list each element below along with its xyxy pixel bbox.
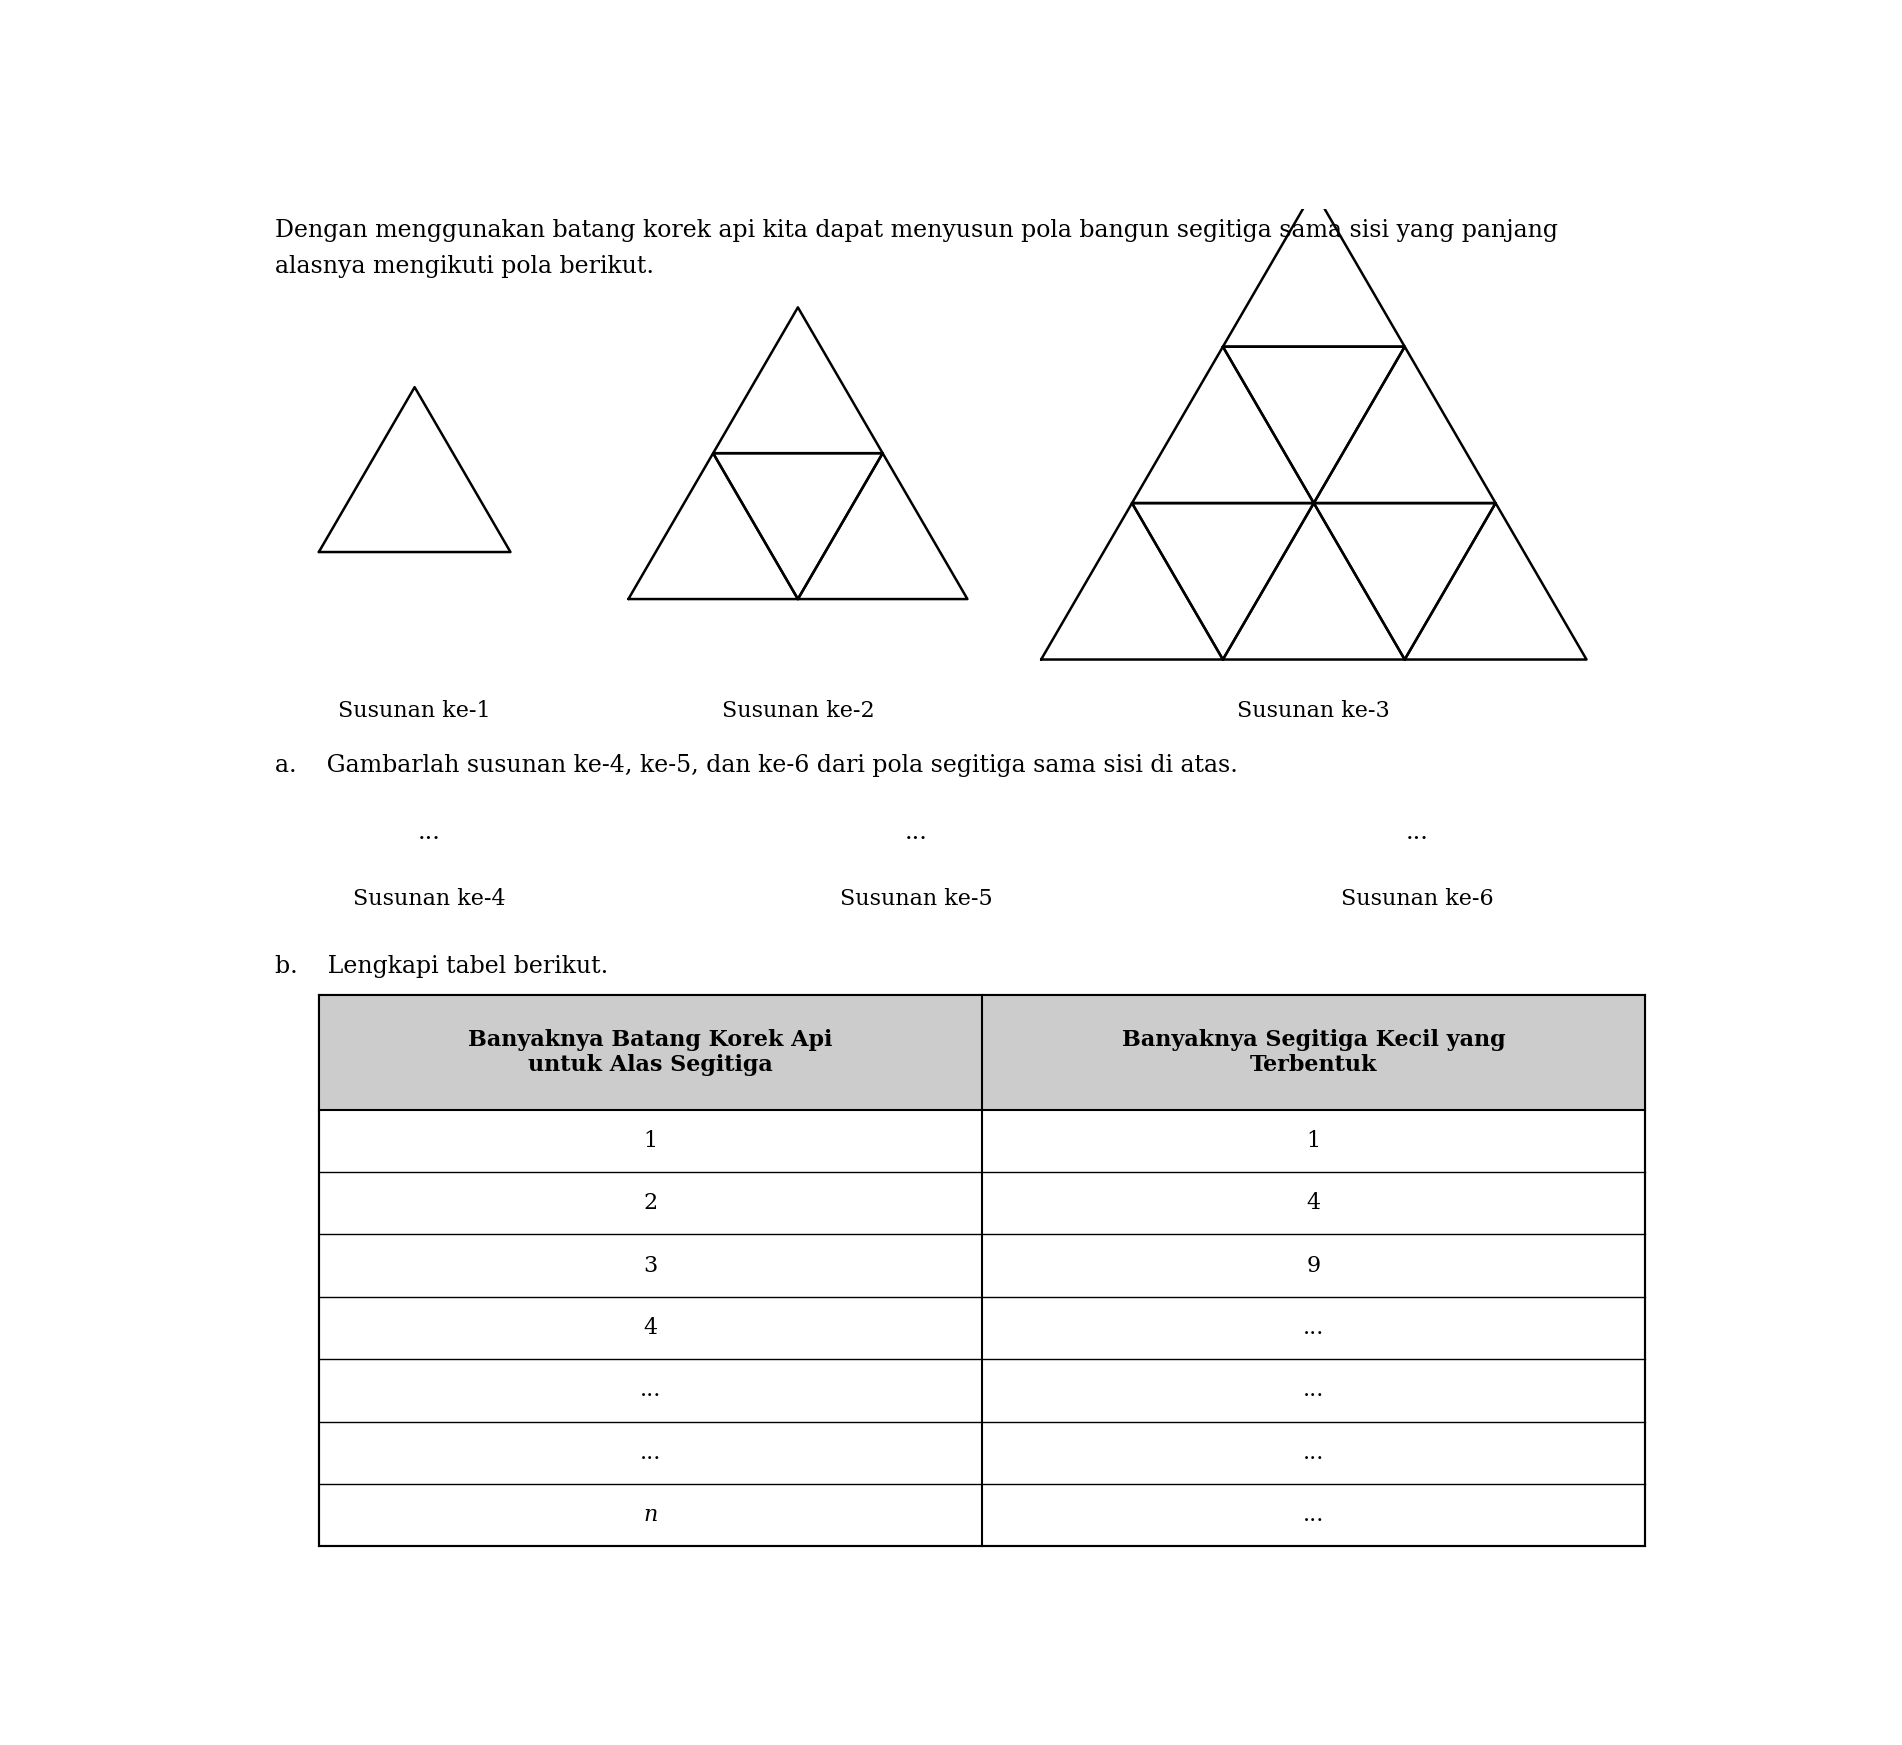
Bar: [981, 995, 1645, 1110]
Text: ...: ...: [1406, 820, 1428, 845]
Text: 1: 1: [1307, 1129, 1320, 1152]
Text: ...: ...: [1303, 1317, 1324, 1338]
Text: ...: ...: [639, 1441, 662, 1464]
Text: Susunan ke-3: Susunan ke-3: [1238, 700, 1390, 722]
Text: ...: ...: [1303, 1379, 1324, 1401]
Text: Susunan ke-2: Susunan ke-2: [721, 700, 875, 722]
Text: 1: 1: [643, 1129, 658, 1152]
Text: ...: ...: [639, 1379, 662, 1401]
Text: 9: 9: [1307, 1255, 1320, 1277]
Text: a.    Gambarlah susunan ke-4, ke-5, dan ke-6 dari pola segitiga sama sisi di ata: a. Gambarlah susunan ke-4, ke-5, dan ke-…: [274, 754, 1238, 777]
Text: Banyaknya Batang Korek Api
untuk Alas Segitiga: Banyaknya Batang Korek Api untuk Alas Se…: [468, 1030, 833, 1077]
Text: 4: 4: [1307, 1192, 1320, 1215]
Text: Dengan menggunakan batang korek api kita dapat menyusun pola bangun segitiga sam: Dengan menggunakan batang korek api kita…: [274, 218, 1558, 243]
Text: ...: ...: [418, 820, 441, 845]
Text: n: n: [643, 1504, 658, 1527]
Text: Susunan ke-1: Susunan ke-1: [339, 700, 491, 722]
Text: Banyaknya Segitiga Kecil yang
Terbentuk: Banyaknya Segitiga Kecil yang Terbentuk: [1122, 1030, 1506, 1077]
Text: 4: 4: [643, 1317, 658, 1338]
Text: Susunan ke-5: Susunan ke-5: [839, 888, 993, 909]
Bar: [320, 995, 1645, 1546]
Text: b.    Lengkapi tabel berikut.: b. Lengkapi tabel berikut.: [274, 955, 609, 979]
Text: 3: 3: [643, 1255, 658, 1277]
Text: 2: 2: [643, 1192, 658, 1215]
Text: ...: ...: [1303, 1441, 1324, 1464]
Bar: [320, 995, 981, 1110]
Text: Susunan ke-4: Susunan ke-4: [354, 888, 506, 909]
Text: ...: ...: [1303, 1504, 1324, 1527]
Text: alasnya mengikuti pola berikut.: alasnya mengikuti pola berikut.: [274, 255, 654, 277]
Text: Susunan ke-6: Susunan ke-6: [1341, 888, 1493, 909]
Text: ...: ...: [903, 820, 928, 845]
